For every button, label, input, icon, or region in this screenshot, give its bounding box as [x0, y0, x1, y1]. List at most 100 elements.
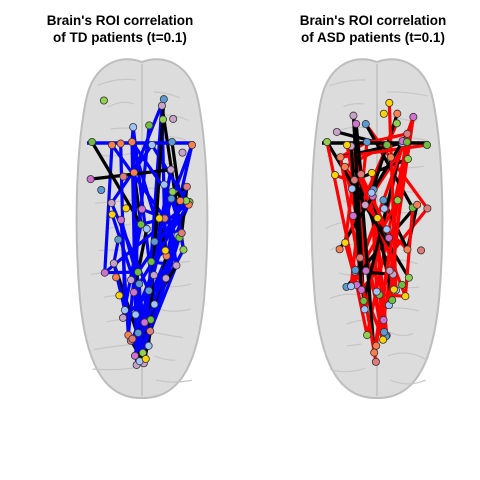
roi-node	[367, 188, 376, 197]
roi-node	[361, 266, 370, 275]
shared-connection-edge	[351, 114, 366, 303]
brain-gyrus	[346, 319, 369, 325]
roi-node	[380, 204, 389, 213]
roi-node	[403, 155, 412, 164]
roi-node	[361, 120, 370, 129]
brain-gyrus	[151, 331, 184, 339]
roi-node	[147, 257, 156, 266]
roi-node	[178, 148, 187, 157]
roi-node	[157, 101, 166, 110]
title-line-2: of TD patients (t=0.1)	[53, 30, 187, 45]
roi-node	[172, 261, 181, 270]
roi-node	[379, 316, 388, 325]
roi-node	[347, 282, 356, 291]
roi-node	[404, 273, 413, 282]
brain-gyrus	[154, 355, 176, 361]
roi-node	[114, 235, 123, 244]
connection-edge	[343, 241, 359, 287]
roi-node	[116, 139, 125, 148]
roi-node	[126, 275, 135, 284]
roi-node	[335, 245, 344, 254]
roi-node	[108, 210, 117, 219]
roi-node	[357, 170, 366, 179]
roi-node	[356, 253, 365, 262]
roi-node	[130, 168, 139, 177]
title-line-1: Brain's ROI correlation	[46, 13, 194, 28]
connection-edge	[137, 200, 192, 286]
roi-node	[182, 182, 191, 191]
roi-node	[97, 186, 106, 195]
roi-node	[150, 300, 159, 309]
connection-edge	[112, 238, 120, 265]
roi-node	[127, 137, 136, 146]
shared-connection-edge	[354, 122, 363, 176]
roi-node	[137, 205, 146, 214]
roi-node	[370, 348, 379, 357]
roi-node	[167, 137, 176, 146]
roi-node	[363, 331, 372, 340]
roi-node	[146, 327, 155, 336]
brain-gyrus	[389, 379, 426, 385]
brain-gyrus	[387, 91, 428, 97]
roi-node	[362, 137, 371, 146]
roi-node	[134, 328, 143, 337]
roi-node	[142, 224, 151, 233]
brain-panel-asd	[310, 58, 444, 399]
roi-node	[160, 180, 169, 189]
roi-node	[348, 184, 357, 193]
roi-node	[119, 313, 128, 322]
roi-node	[161, 274, 170, 283]
roi-node	[332, 127, 341, 136]
roi-node	[161, 246, 170, 255]
shared-connection-edge	[369, 112, 399, 195]
roi-node	[120, 306, 129, 315]
roi-node	[155, 214, 164, 223]
roi-node	[403, 245, 412, 254]
roi-node	[179, 245, 188, 254]
shared-connection-edge	[371, 194, 394, 302]
roi-node	[144, 341, 153, 350]
roi-node	[367, 168, 376, 177]
roi-node	[141, 354, 150, 363]
roi-node	[360, 305, 369, 314]
brain-gyrus	[343, 103, 364, 108]
roi-nodes	[322, 98, 432, 366]
roi-node	[147, 140, 156, 149]
brain-gyrus	[157, 259, 191, 263]
roi-node	[159, 115, 168, 124]
roi-node	[121, 204, 130, 213]
roi-node	[371, 357, 380, 366]
brain-gyrus	[389, 307, 420, 312]
roi-node	[385, 266, 394, 275]
roi-node	[352, 119, 361, 128]
panel-title-td: Brain's ROI correlation of TD patients (…	[0, 12, 240, 46]
roi-node	[373, 214, 382, 223]
roi-nodes	[86, 95, 196, 369]
connection-edge	[130, 140, 173, 201]
roi-node	[88, 137, 97, 146]
brain-gyrus	[389, 331, 414, 337]
roi-node	[115, 291, 124, 300]
connection-edge	[169, 197, 184, 235]
roi-node	[128, 334, 137, 343]
roi-node	[359, 296, 368, 305]
roi-node	[135, 279, 144, 288]
connection-edge	[387, 101, 398, 292]
roi-node	[108, 140, 117, 149]
roi-node	[187, 140, 196, 149]
roi-node	[379, 196, 388, 205]
roi-node	[150, 237, 159, 246]
roi-node	[168, 187, 177, 196]
roi-node	[384, 233, 393, 242]
roi-node	[140, 318, 149, 327]
title-line-2: of ASD patients (t=0.1)	[301, 30, 445, 45]
roi-node	[361, 200, 370, 209]
roi-node	[331, 171, 340, 180]
roi-node	[107, 198, 116, 207]
roi-node	[100, 268, 109, 277]
roi-node	[417, 246, 426, 255]
roi-node	[159, 95, 168, 104]
roi-node	[134, 268, 143, 277]
connection-edges	[87, 97, 194, 367]
